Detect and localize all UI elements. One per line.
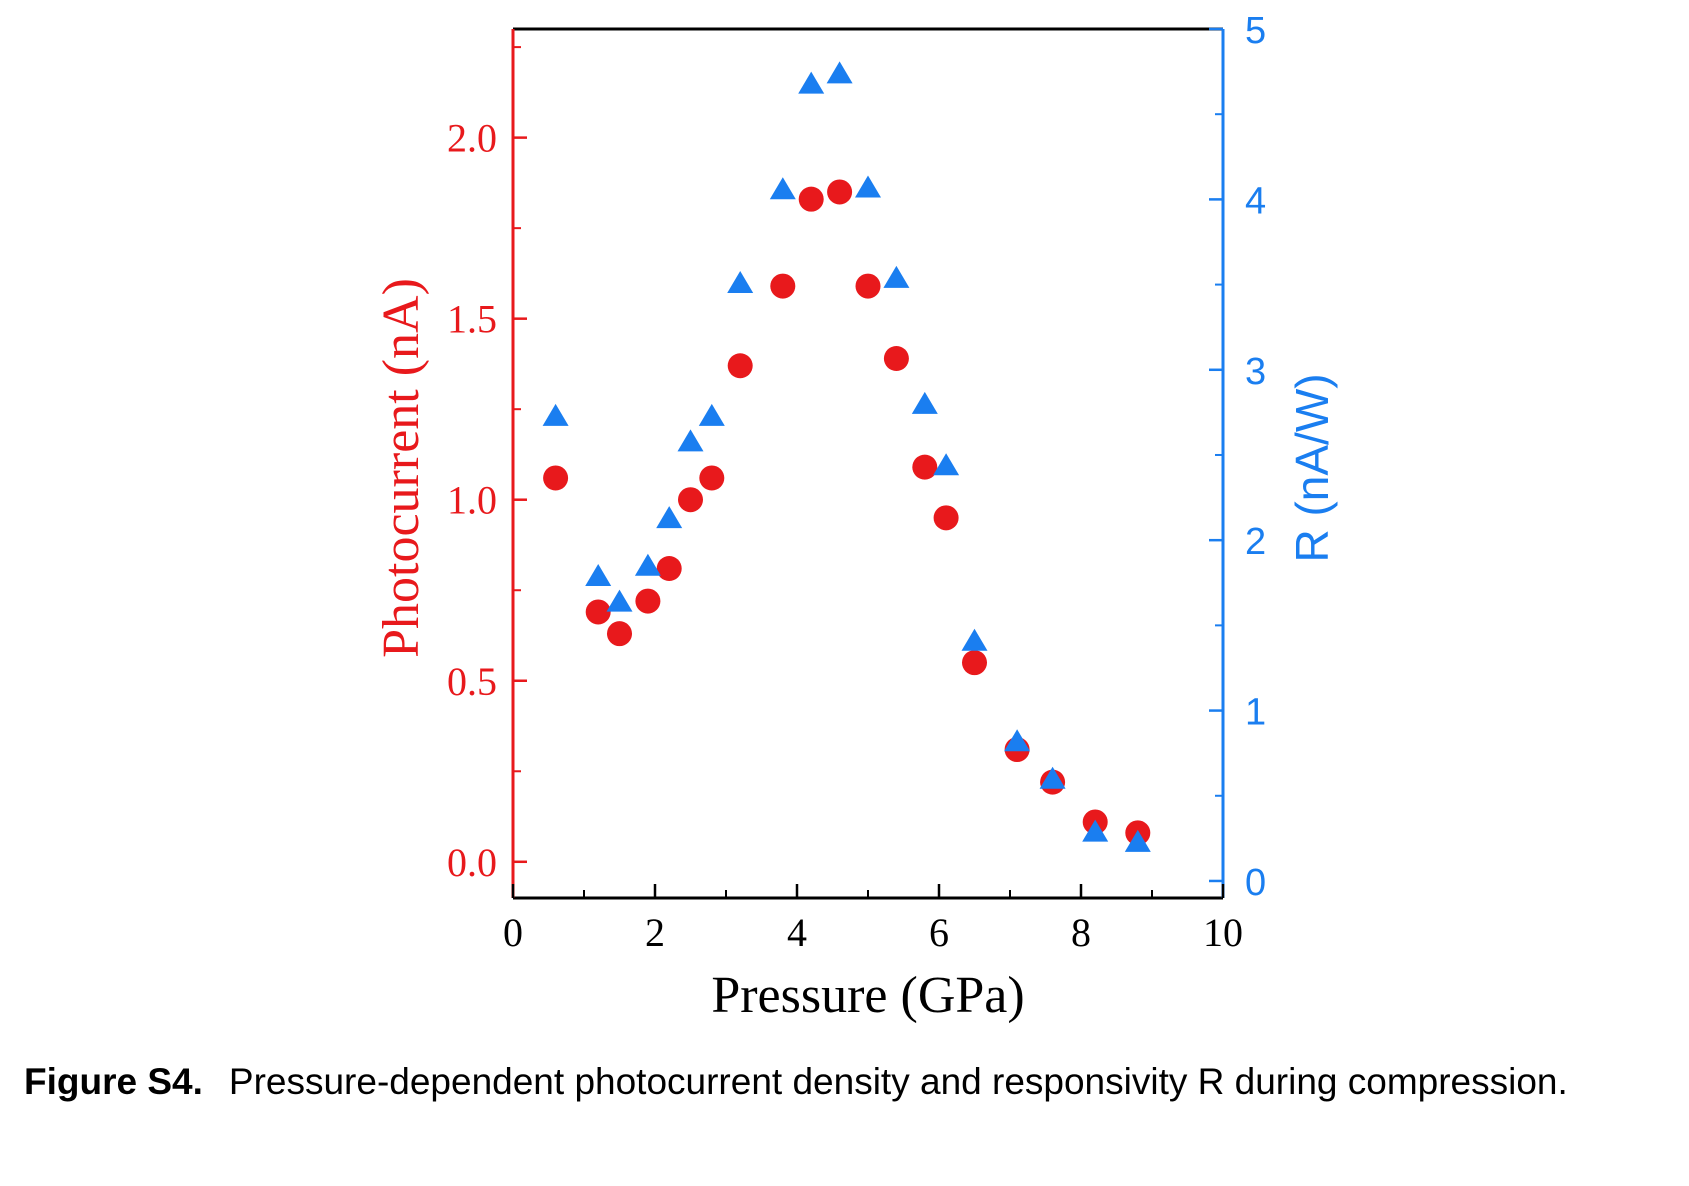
plot-frame <box>511 27 1225 900</box>
responsivity-point <box>1039 766 1066 789</box>
x-tick-label: 10 <box>1203 910 1243 955</box>
x-tick-label: 4 <box>787 910 807 955</box>
responsivity-point <box>1082 819 1109 842</box>
photocurrent-point <box>656 556 682 582</box>
responsivity-point <box>656 506 683 529</box>
left-y-axis: 0.0 0.5 1.0 1.5 2.0 <box>447 46 527 885</box>
x-axis: 0 2 4 6 8 10 <box>503 884 1243 955</box>
responsivity-point <box>698 403 725 426</box>
photocurrent-point <box>585 599 611 625</box>
photocurrent-point <box>855 273 881 299</box>
responsivity-point <box>883 265 910 288</box>
responsivity-point <box>1004 729 1031 752</box>
photocurrent-point <box>543 465 569 491</box>
responsivity-point <box>826 61 853 84</box>
x-tick-label: 6 <box>929 910 949 955</box>
responsivity-point <box>542 403 569 426</box>
right-y-axis-label: R (nA/W) <box>1286 373 1338 562</box>
photocurrent-point <box>883 345 909 371</box>
left-y-tick-label: 1.0 <box>447 478 497 523</box>
responsivity-point <box>933 453 960 476</box>
responsivity-point <box>855 175 881 198</box>
photocurrent-point <box>678 487 703 513</box>
data-marks <box>542 61 1151 852</box>
responsivity-point <box>585 564 612 587</box>
left-y-tick-label: 0.5 <box>447 659 497 704</box>
caption-text: Pressure-dependent photocurrent density … <box>228 1061 1568 1102</box>
responsivity-point <box>634 553 661 576</box>
photocurrent-point <box>827 179 853 205</box>
responsivity-point <box>911 391 938 414</box>
responsivity-point <box>1124 829 1151 852</box>
caption-label: Figure S4. <box>24 1061 203 1102</box>
x-tick-label: 8 <box>1071 910 1091 955</box>
responsivity-point <box>677 429 704 452</box>
right-y-tick-label: 0 <box>1245 862 1266 904</box>
pressure-photocurrent-chart: 0 2 4 6 8 10 0.0 0.5 1.0 1.5 2.0 0 1 2 3 4 5 Pressure … <box>373 10 1338 1024</box>
figure-caption: Figure S4. Pressure-dependent photocurren… <box>24 1050 1684 1114</box>
photocurrent-point <box>607 621 632 647</box>
responsivity-point <box>727 270 754 293</box>
right-y-tick-label: 4 <box>1245 180 1266 222</box>
photocurrent-point <box>798 186 824 212</box>
x-axis-label: Pressure (GPa) <box>711 967 1024 1024</box>
photocurrent-point <box>912 454 938 480</box>
photocurrent-point <box>770 273 796 299</box>
x-tick-label: 0 <box>503 910 523 955</box>
photocurrent-point <box>933 505 959 531</box>
photocurrent-point <box>635 588 661 614</box>
right-y-tick-label: 2 <box>1245 521 1266 563</box>
right-y-tick-label: 5 <box>1245 10 1266 52</box>
responsivity-point <box>606 589 633 612</box>
left-y-axis-label: Photocurrent (nA) <box>373 278 430 658</box>
photocurrent-point <box>727 353 753 379</box>
photocurrent-point <box>699 465 725 491</box>
x-tick-label: 2 <box>645 910 665 955</box>
responsivity-point <box>961 628 988 651</box>
left-y-tick-label: 2.0 <box>447 116 497 161</box>
responsivity-point <box>769 177 796 200</box>
responsivity-point <box>798 71 825 94</box>
right-y-tick-label: 1 <box>1245 692 1266 734</box>
left-y-tick-label: 0.0 <box>447 840 497 885</box>
right-y-tick-label: 3 <box>1245 351 1266 393</box>
photocurrent-point <box>962 650 987 676</box>
right-y-axis: 0 1 2 3 4 5 <box>1209 10 1266 904</box>
left-y-tick-label: 1.5 <box>447 297 497 342</box>
